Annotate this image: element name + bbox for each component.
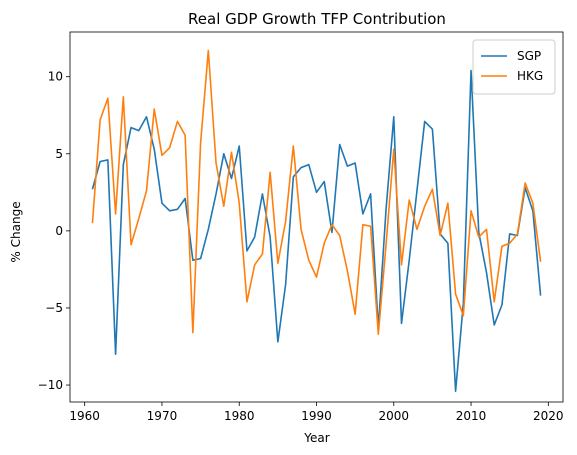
y-tick-label: −10 (38, 378, 63, 392)
legend-label-sgp: SGP (517, 49, 541, 63)
x-tick-label: 2000 (378, 409, 409, 423)
y-axis: −10 −5 0 5 10 (38, 70, 70, 392)
x-tick-label: 1990 (301, 409, 332, 423)
y-axis-label: % Change (9, 201, 23, 262)
y-tick-label: 5 (55, 147, 63, 161)
legend-label-hkg: HKG (517, 69, 543, 83)
x-tick-label: 2010 (456, 409, 487, 423)
series-layer (91, 49, 542, 393)
x-tick-label: 1980 (224, 409, 255, 423)
x-tick-label: 1960 (69, 409, 100, 423)
legend: SGP HKG (472, 39, 556, 95)
legend-box (472, 39, 556, 95)
series-line-hkg (91, 49, 542, 335)
x-tick-label: 1970 (147, 409, 178, 423)
chart-title: Real GDP Growth TFP Contribution (188, 10, 446, 28)
x-axis-label: Year (303, 431, 329, 445)
series-line-sgp (91, 69, 542, 393)
y-tick-label: 0 (55, 224, 63, 238)
y-tick-label: 10 (48, 70, 63, 84)
y-tick-label: −5 (45, 301, 63, 315)
x-tick-label: 2020 (533, 409, 564, 423)
x-axis: 1960 1970 1980 1990 2000 2010 2020 (69, 402, 564, 423)
